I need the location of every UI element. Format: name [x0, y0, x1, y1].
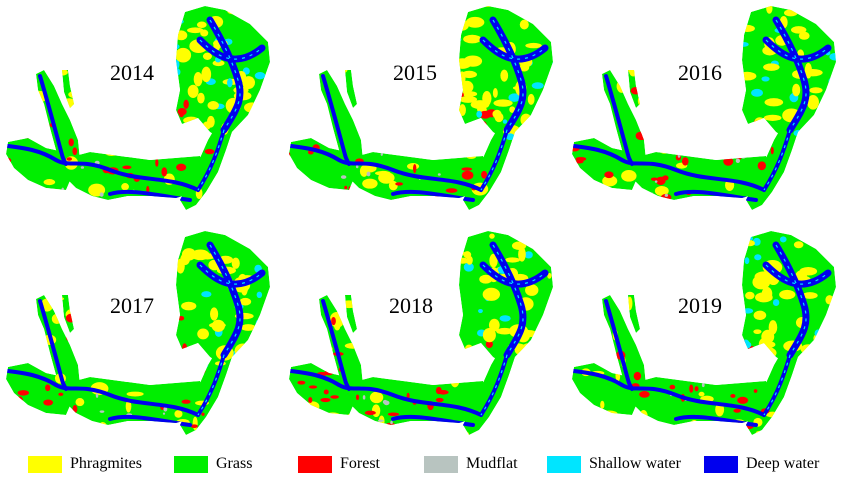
- legend-label: Phragmites: [70, 455, 142, 472]
- legend-swatch: [174, 455, 208, 473]
- map-panel-2019: 2019: [566, 225, 850, 450]
- legend-item-grass: Grass: [174, 454, 252, 474]
- legend-item-shallow-water: Shallow water: [547, 454, 681, 474]
- legend-swatch: [28, 455, 62, 473]
- map-panel-2014: 2014: [0, 0, 284, 225]
- year-label: 2014: [110, 60, 154, 85]
- wetland-map: [572, 6, 836, 210]
- legend-item-forest: Forest: [298, 454, 380, 474]
- legend-item-mudflat: Mudflat: [424, 454, 518, 474]
- wetland-map: [6, 231, 270, 435]
- map-panel-2018: 2018: [283, 225, 567, 450]
- map-panel-2015: 2015: [283, 0, 567, 225]
- legend-swatch: [547, 455, 581, 473]
- legend-item-phragmites: Phragmites: [28, 454, 142, 474]
- legend-label: Grass: [216, 455, 253, 472]
- wetland-map: [572, 231, 836, 435]
- legend-label: Mudflat: [466, 455, 518, 472]
- legend-label: Forest: [340, 455, 380, 472]
- map-panel-2017: 2017: [0, 225, 284, 450]
- wetland-map: [289, 6, 553, 210]
- year-label: 2016: [678, 60, 722, 85]
- legend-swatch: [704, 455, 738, 473]
- legend-swatch: [298, 455, 332, 473]
- wetland-map: [6, 6, 270, 210]
- year-label: 2018: [389, 293, 433, 318]
- wetland-map: [289, 231, 553, 435]
- year-label: 2019: [678, 293, 722, 318]
- legend-label: Deep water: [746, 455, 820, 472]
- legend: Phragmites Grass Forest Mudflat Shallow …: [0, 448, 851, 477]
- legend-item-deep-water: Deep water: [704, 454, 819, 474]
- year-label: 2017: [110, 293, 154, 318]
- legend-swatch: [424, 455, 458, 473]
- map-panel-2016: 2016: [566, 0, 850, 225]
- legend-label: Shallow water: [589, 455, 681, 472]
- year-label: 2015: [393, 60, 437, 85]
